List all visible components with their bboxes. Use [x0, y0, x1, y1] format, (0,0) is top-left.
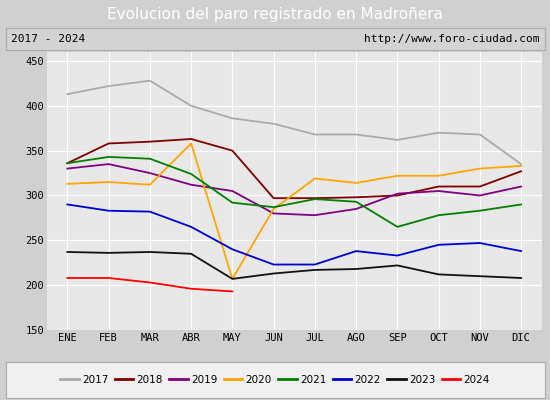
Text: Evolucion del paro registrado en Madroñera: Evolucion del paro registrado en Madroñe…: [107, 6, 443, 22]
Text: 2017 - 2024: 2017 - 2024: [11, 34, 85, 44]
Text: http://www.foro-ciudad.com: http://www.foro-ciudad.com: [364, 34, 539, 44]
Legend: 2017, 2018, 2019, 2020, 2021, 2022, 2023, 2024: 2017, 2018, 2019, 2020, 2021, 2022, 2023…: [56, 371, 494, 389]
FancyBboxPatch shape: [6, 362, 544, 398]
FancyBboxPatch shape: [6, 28, 544, 50]
